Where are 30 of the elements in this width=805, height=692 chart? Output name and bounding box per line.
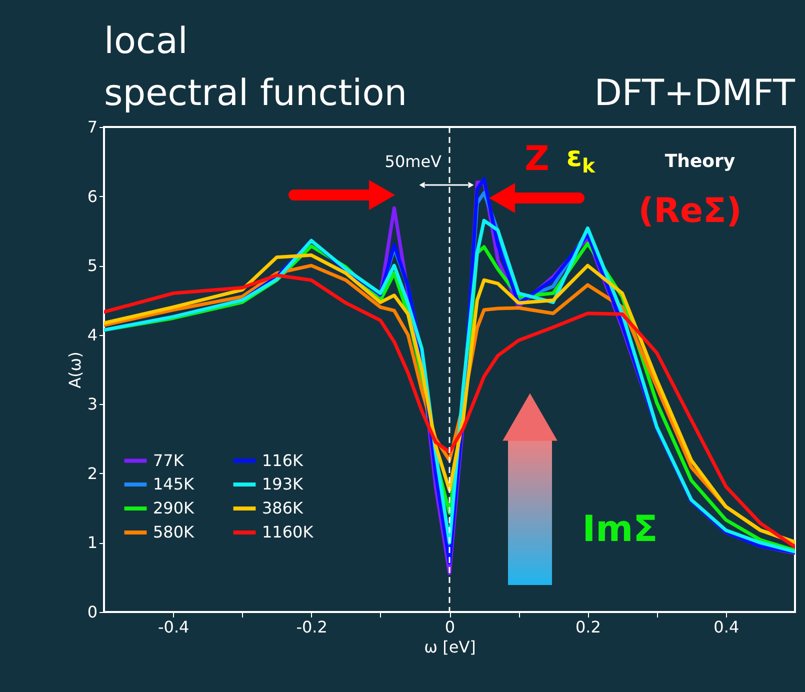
- legend-label: 116K: [262, 450, 304, 470]
- chart-title: local spectral function: [104, 21, 408, 114]
- y-tick-label: 1: [87, 533, 98, 552]
- y-axis-title: A(ω): [65, 352, 84, 388]
- y-tick-label: 3: [87, 394, 98, 414]
- legend-label: 77K: [153, 450, 184, 470]
- x-tick-label: 0.2: [575, 618, 601, 636]
- annotation: Z: [524, 139, 550, 179]
- x-tick-label: 0: [444, 618, 456, 636]
- annotation: (ReΣ): [638, 191, 742, 231]
- y-tick-label: 5: [87, 256, 98, 276]
- y-tick-label: 7: [87, 118, 98, 136]
- y-tick-label: 2: [87, 464, 98, 483]
- legend-label: 386K: [262, 498, 304, 518]
- x-tick-label: 0.4: [714, 618, 740, 636]
- legend-label: 580K: [153, 522, 195, 542]
- y-tick-label: 0: [87, 602, 98, 622]
- y-tick-label: 4: [87, 325, 98, 344]
- annotation: ImΣ: [582, 509, 658, 550]
- legend-label: 193K: [262, 474, 304, 494]
- y-tick-label: 6: [87, 186, 98, 206]
- legend-label: 145K: [153, 474, 195, 494]
- legend-label: 1160K: [262, 522, 314, 542]
- x-tick-label: -0.4: [158, 618, 190, 636]
- chart-subtitle: DFT+DMFT: [594, 73, 796, 114]
- legend-label: 290K: [153, 498, 195, 518]
- x-tick-label: -0.2: [296, 618, 328, 636]
- annotation: Theory: [664, 151, 736, 172]
- x-axis-title: ω [eV]: [424, 638, 476, 656]
- ref-line-label: 50meV: [384, 152, 442, 171]
